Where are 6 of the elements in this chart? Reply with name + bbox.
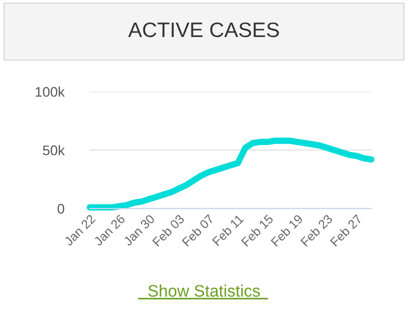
x-tick-label: Jan 22 xyxy=(64,214,96,246)
y-tick-label: 50k xyxy=(42,145,65,156)
chart-title: ACTIVE CASES xyxy=(128,22,279,38)
y-tick-label: 100k xyxy=(36,86,65,97)
y-tick-label: 0 xyxy=(58,204,64,214)
text: Show Statistics xyxy=(148,284,260,297)
